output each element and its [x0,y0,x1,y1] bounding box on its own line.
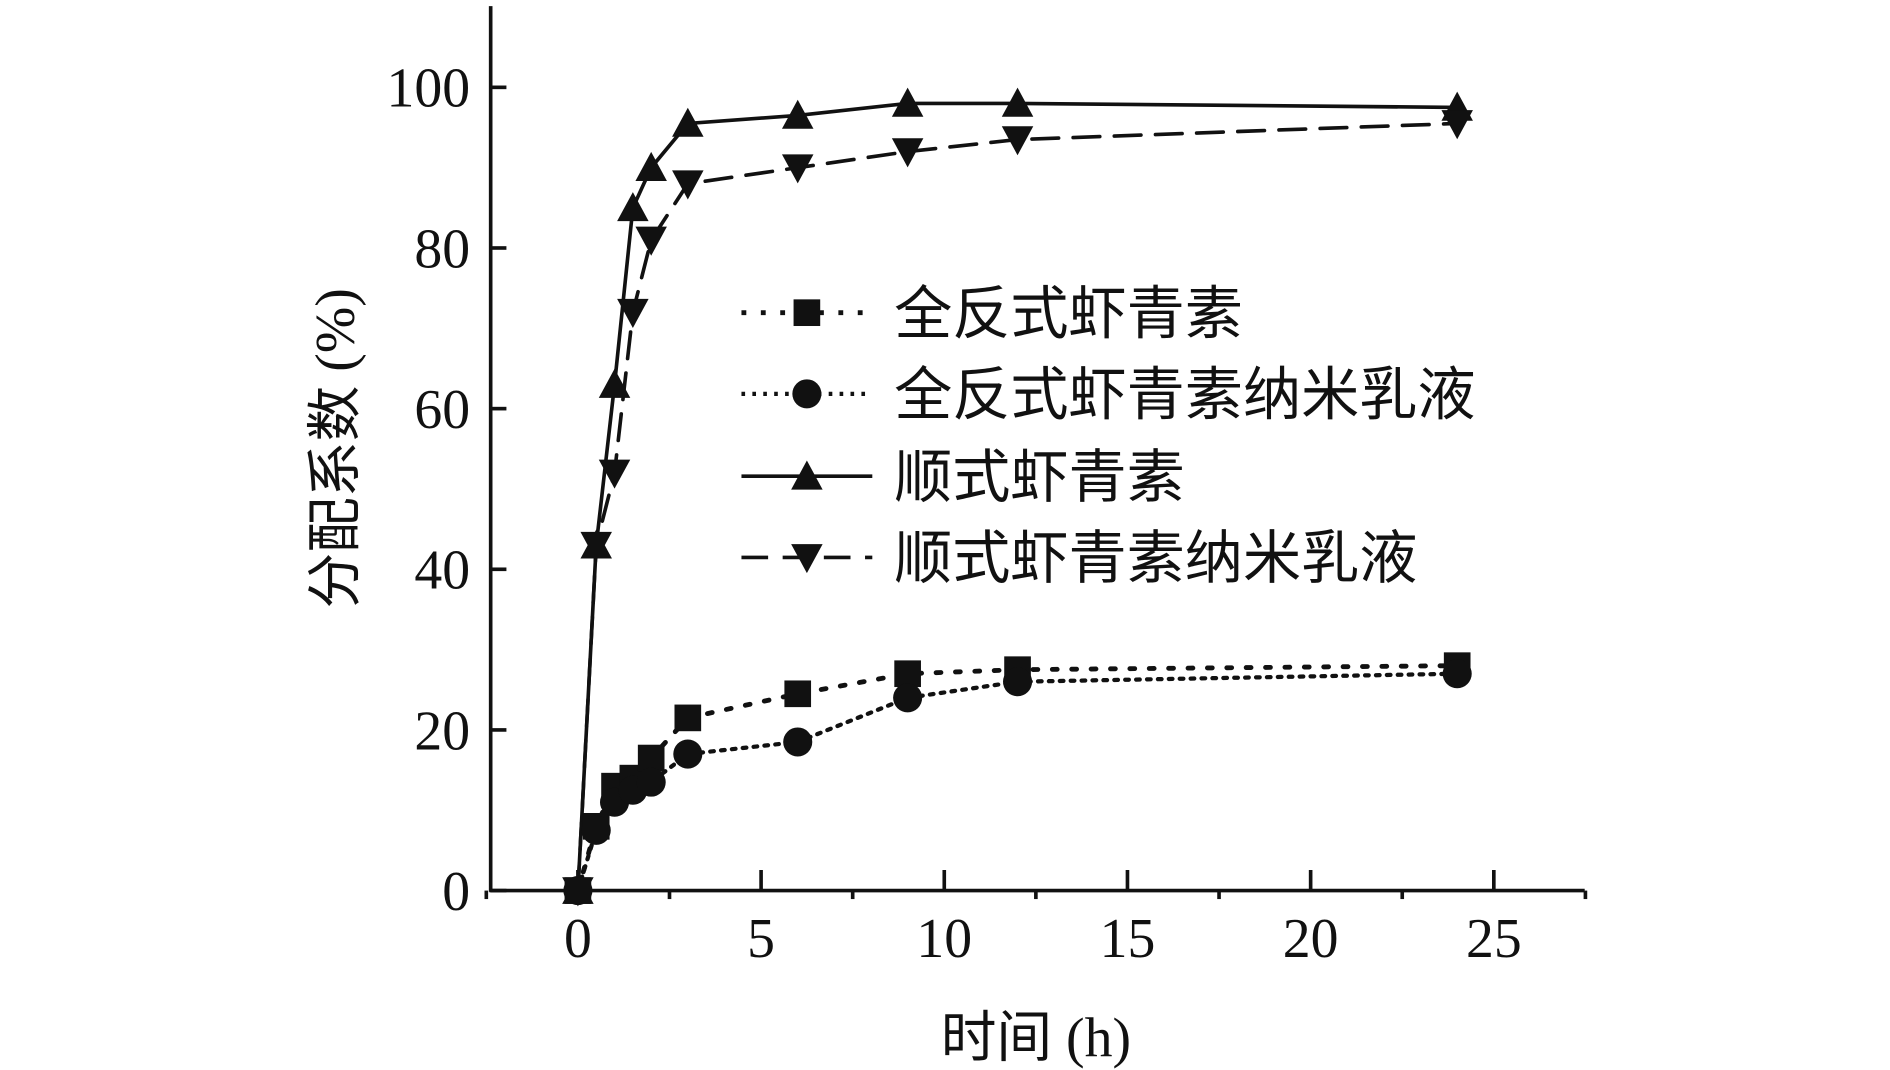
data-point-series-3 [1001,87,1034,117]
y-tick-label: 60 [414,379,470,441]
legend-marker-4 [791,544,823,574]
data-point-series-2 [581,815,611,845]
data-point-series-4 [672,170,704,200]
data-point-series-2 [1003,667,1033,697]
y-tick-label: 100 [386,58,470,120]
x-tick-label: 25 [1466,908,1522,970]
data-point-series-2 [783,727,813,757]
data-point-series-2 [893,683,923,713]
data-point-series-4 [635,226,667,256]
data-point-series-3 [635,151,667,181]
legend-marker-3 [791,460,823,490]
data-point-series-1 [784,680,812,708]
data-point-series-3 [617,192,649,222]
data-point-series-1 [674,704,702,732]
data-point-series-4 [562,877,594,907]
legend-marker-1 [793,299,821,327]
data-point-series-4 [781,154,814,184]
x-tick-label: 15 [1100,908,1156,970]
legend-label-3: 顺式虾青素 [894,445,1185,510]
legend-label-2: 全反式虾青素纳米乳液 [894,362,1475,427]
series-line-2 [575,671,1460,893]
data-point-series-3 [598,368,631,398]
legend-label-4: 顺式虾青素纳米乳液 [894,526,1417,591]
axes: 0 20 40 60 80 100 0 5 10 15 20 25 [386,6,1588,970]
series-line-1 [575,663,1460,894]
x-axis-label: 时间 (h) [941,1008,1131,1070]
data-point-series-3 [891,87,924,117]
y-tick-label: 20 [414,700,470,762]
legend-marker-2 [792,379,822,409]
series-line-4 [576,121,1460,893]
y-tick-label: 0 [442,861,470,923]
data-point-series-2 [636,767,666,797]
data-point-series-2 [1442,659,1472,689]
y-axis-label: 分配系数 (%) [305,288,367,608]
data-point-series-2 [673,739,703,769]
y-tick-label: 40 [414,540,470,602]
data-point-series-3 [672,107,704,137]
data-point-series-4 [1441,110,1473,140]
series-lines [562,87,1473,907]
data-point-series-3 [781,99,814,129]
x-tick-label: 10 [916,908,972,970]
y-tick-label: 80 [414,218,470,280]
data-point-series-1 [894,660,921,688]
x-tick-label: 5 [747,908,775,970]
data-point-series-4 [617,298,649,328]
data-point-series-4 [580,531,612,561]
data-point-series-4 [891,138,924,168]
legend-label-1: 全反式虾青素 [894,281,1243,346]
x-tick-label: 0 [564,908,592,970]
data-point-series-4 [598,459,631,489]
data-point-series-4 [1001,126,1034,156]
data-point-series-1 [637,744,665,772]
x-tick-label: 20 [1283,908,1339,970]
